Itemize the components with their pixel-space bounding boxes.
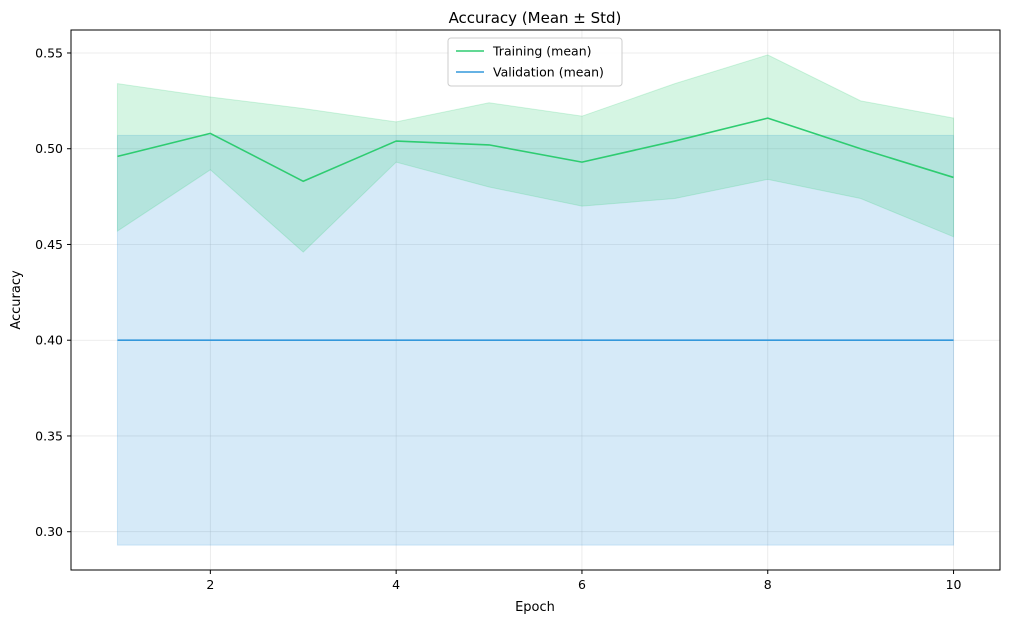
mean-lines	[117, 117, 954, 342]
x-tick-label: 10	[946, 577, 962, 592]
plot-frame	[70, 29, 1001, 571]
x-axis-label: Epoch	[515, 600, 555, 615]
x-tick-label: 4	[392, 577, 400, 592]
chart-title: Accuracy (Mean ± Std)	[449, 9, 622, 27]
legend-label: Training (mean)	[492, 44, 592, 59]
std-bands	[116, 54, 955, 546]
legend: Training (mean) Validation (mean)	[447, 37, 623, 87]
y-axis-label: Accuracy	[9, 270, 24, 330]
y-tick-label: 0.35	[35, 428, 63, 443]
y-tick-label: 0.50	[35, 141, 63, 156]
legend-label: Validation (mean)	[493, 65, 604, 80]
y-tick-label: 0.55	[35, 45, 63, 60]
y-tick-label: 0.45	[35, 237, 63, 252]
x-tick-label: 6	[578, 577, 586, 592]
x-axis-ticks: 2 4 6 8 10	[206, 570, 962, 592]
y-tick-label: 0.40	[35, 333, 63, 348]
legend-box	[447, 37, 623, 87]
mean-line-training	[117, 117, 954, 183]
x-tick-label: 2	[206, 577, 214, 592]
y-axis-ticks: 0.30 0.35 0.40 0.45 0.50 0.55	[35, 45, 71, 539]
x-tick-label: 8	[764, 577, 772, 592]
y-tick-label: 0.30	[35, 524, 63, 539]
